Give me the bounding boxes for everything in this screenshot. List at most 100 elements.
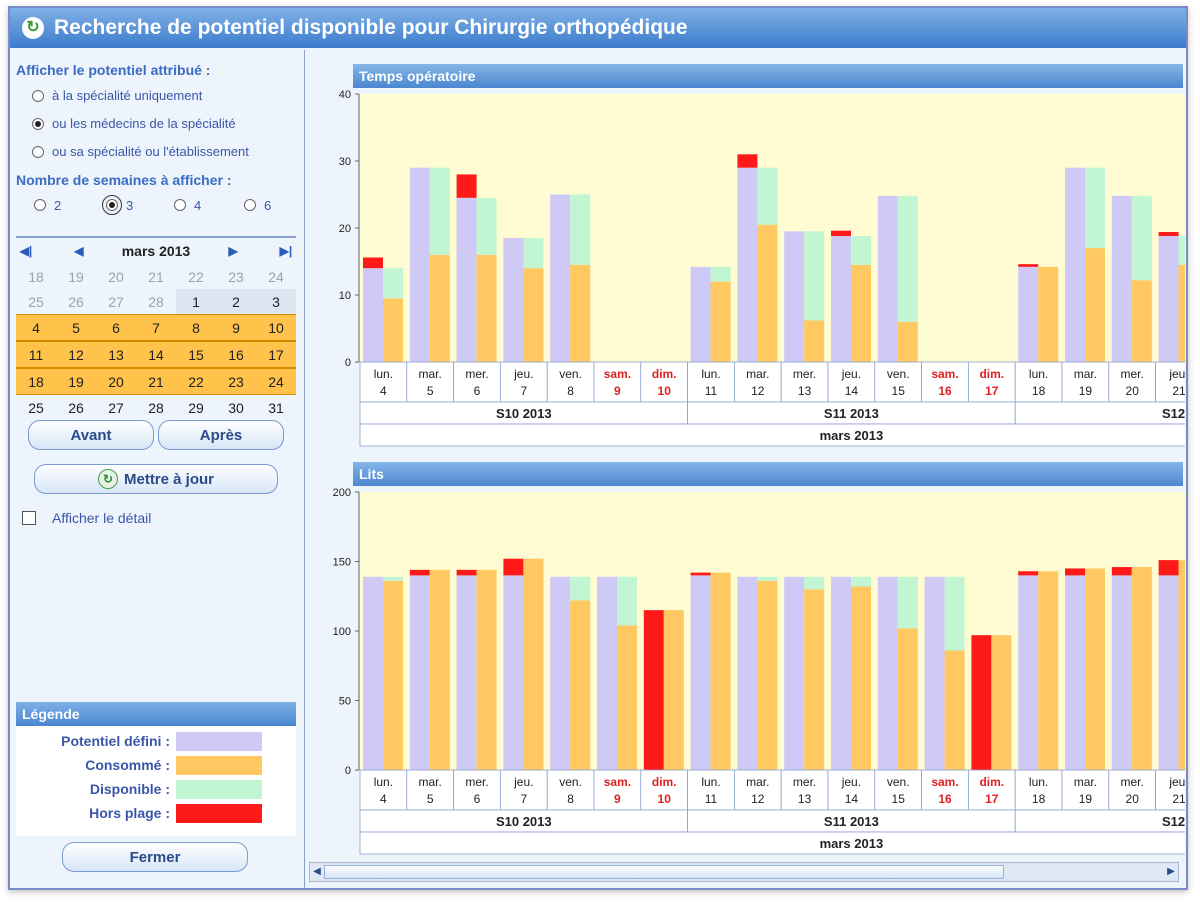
radio-icon <box>32 145 44 158</box>
y-tick-label: 100 <box>333 626 351 638</box>
calendar-day[interactable]: 6 <box>96 314 136 341</box>
day-number-label: 8 <box>567 792 574 806</box>
radio-etablissement[interactable]: ou sa spécialité ou l'établissement <box>32 144 249 159</box>
bar-consumed <box>897 628 918 770</box>
calendar-day[interactable]: 19 <box>68 268 84 285</box>
bar-offhours <box>737 154 758 168</box>
calendar-day[interactable]: 19 <box>56 368 96 395</box>
radio-medecins[interactable]: ou les médecins de la spécialité <box>32 116 236 131</box>
bar-offhours <box>1018 264 1039 267</box>
week-label: S11 2013 <box>824 406 879 421</box>
calendar-day[interactable]: 17 <box>256 341 296 368</box>
close-button[interactable]: Fermer <box>62 842 248 872</box>
weeks-label: 3 <box>126 197 134 213</box>
calendar-day[interactable]: 27 <box>108 399 124 416</box>
detail-checkbox[interactable]: Afficher le détail <box>22 510 151 526</box>
bar-defined <box>1065 575 1085 770</box>
calendar-day[interactable]: 12 <box>56 341 96 368</box>
bar-defined <box>877 195 898 362</box>
calendar-day[interactable]: 22 <box>188 268 204 285</box>
calendar-day[interactable]: 28 <box>148 293 164 310</box>
avant-button[interactable]: Avant <box>28 420 154 450</box>
bar-consumed <box>1178 560 1185 770</box>
bar-available <box>710 266 731 282</box>
calendar-day[interactable]: 15 <box>176 341 216 368</box>
calendar-day[interactable]: 11 <box>16 341 56 368</box>
calendar-day[interactable]: 4 <box>16 314 56 341</box>
calendar-day[interactable]: 26 <box>68 399 84 416</box>
calendar-day[interactable]: 29 <box>188 399 204 416</box>
scroll-right-icon[interactable]: ▶ <box>1167 866 1175 877</box>
horizontal-scrollbar[interactable]: ◀ ▶ <box>309 862 1179 882</box>
day-number-label: 12 <box>751 384 765 398</box>
legend-swatch <box>176 756 262 775</box>
calendar-day[interactable]: 8 <box>176 314 216 341</box>
calendar-day[interactable]: 27 <box>108 293 124 310</box>
bar-offhours <box>1018 571 1039 576</box>
first-month-icon[interactable]: ◀| <box>19 244 33 258</box>
calendar-day[interactable]: 30 <box>228 399 244 416</box>
calendar-day[interactable]: 18 <box>28 268 44 285</box>
calendar-day[interactable]: 25 <box>28 293 44 310</box>
radio-specialite[interactable]: à la spécialité uniquement <box>32 88 202 103</box>
day-name-label: mar. <box>1074 367 1097 381</box>
day-name-label: jeu. <box>513 775 533 789</box>
calendar-day[interactable]: 31 <box>268 399 284 416</box>
weeks-option-2[interactable]: 2 <box>34 194 61 216</box>
calendar-day[interactable]: 16 <box>216 341 256 368</box>
weeks-label: 4 <box>194 197 202 213</box>
calendar-day[interactable]: 3 <box>256 289 296 314</box>
last-month-icon[interactable]: ▶| <box>279 244 293 258</box>
bar-offhours <box>456 569 477 576</box>
calendar-day[interactable]: 26 <box>68 293 84 310</box>
calendar-day[interactable]: 22 <box>176 368 216 395</box>
calendar-day[interactable]: 5 <box>56 314 96 341</box>
calendar-day[interactable]: 24 <box>256 368 296 395</box>
calendar-day[interactable]: 14 <box>136 341 176 368</box>
calendar-day[interactable]: 21 <box>136 368 176 395</box>
calendar-day[interactable]: 24 <box>268 268 284 285</box>
calendar-header: ◀| ◀ mars 2013 ▶ ▶| <box>16 236 296 264</box>
day-number-label: 12 <box>751 792 765 806</box>
day-name-label: jeu. <box>1168 775 1185 789</box>
day-number-label: 13 <box>798 384 812 398</box>
bar-available <box>476 197 497 255</box>
calendar-day[interactable]: 25 <box>28 399 44 416</box>
calendar-day[interactable]: 1 <box>176 289 216 314</box>
filter-panel: Afficher le potentiel attribué : à la sp… <box>10 50 302 886</box>
calendar-day[interactable]: 9 <box>216 314 256 341</box>
calendar-month: mars 2013 <box>121 243 191 259</box>
chart-title-lits: Lits <box>353 462 1183 486</box>
calendar-day[interactable]: 7 <box>136 314 176 341</box>
weeks-option-4[interactable]: 4 <box>174 194 201 216</box>
prev-month-icon[interactable]: ◀ <box>74 244 84 258</box>
day-cell <box>640 769 688 811</box>
weeks-option-6[interactable]: 6 <box>244 194 271 216</box>
update-button[interactable]: ↻ Mettre à jour <box>34 464 278 494</box>
bar-available <box>1178 236 1185 265</box>
calendar-day[interactable]: 21 <box>148 268 164 285</box>
next-month-icon[interactable]: ▶ <box>228 244 238 258</box>
calendar-day[interactable]: 18 <box>16 368 56 395</box>
calendar-day[interactable]: 23 <box>228 268 244 285</box>
day-name-label: sam. <box>931 367 958 381</box>
calendar-day[interactable]: 2 <box>216 289 256 314</box>
calendar-day[interactable]: 20 <box>96 368 136 395</box>
calendar-day[interactable]: 23 <box>216 368 256 395</box>
apres-button[interactable]: Après <box>158 420 284 450</box>
day-cell <box>687 769 735 811</box>
bar-defined <box>737 167 758 362</box>
weeks-option-3[interactable]: 3 <box>102 194 134 216</box>
legend-item-offhours: Hors plage : <box>16 804 296 824</box>
bar-defined <box>456 197 477 362</box>
bar-consumed <box>663 610 684 770</box>
bar-consumed <box>897 321 918 362</box>
calendar-day[interactable]: 28 <box>148 399 164 416</box>
bar-consumed <box>523 268 544 362</box>
calendar-day[interactable]: 13 <box>96 341 136 368</box>
calendar-day[interactable]: 10 <box>256 314 296 341</box>
scrollbar-thumb[interactable] <box>324 865 1004 879</box>
calendar-day[interactable]: 20 <box>108 268 124 285</box>
day-cell <box>1061 361 1110 403</box>
scroll-left-icon[interactable]: ◀ <box>313 866 321 877</box>
